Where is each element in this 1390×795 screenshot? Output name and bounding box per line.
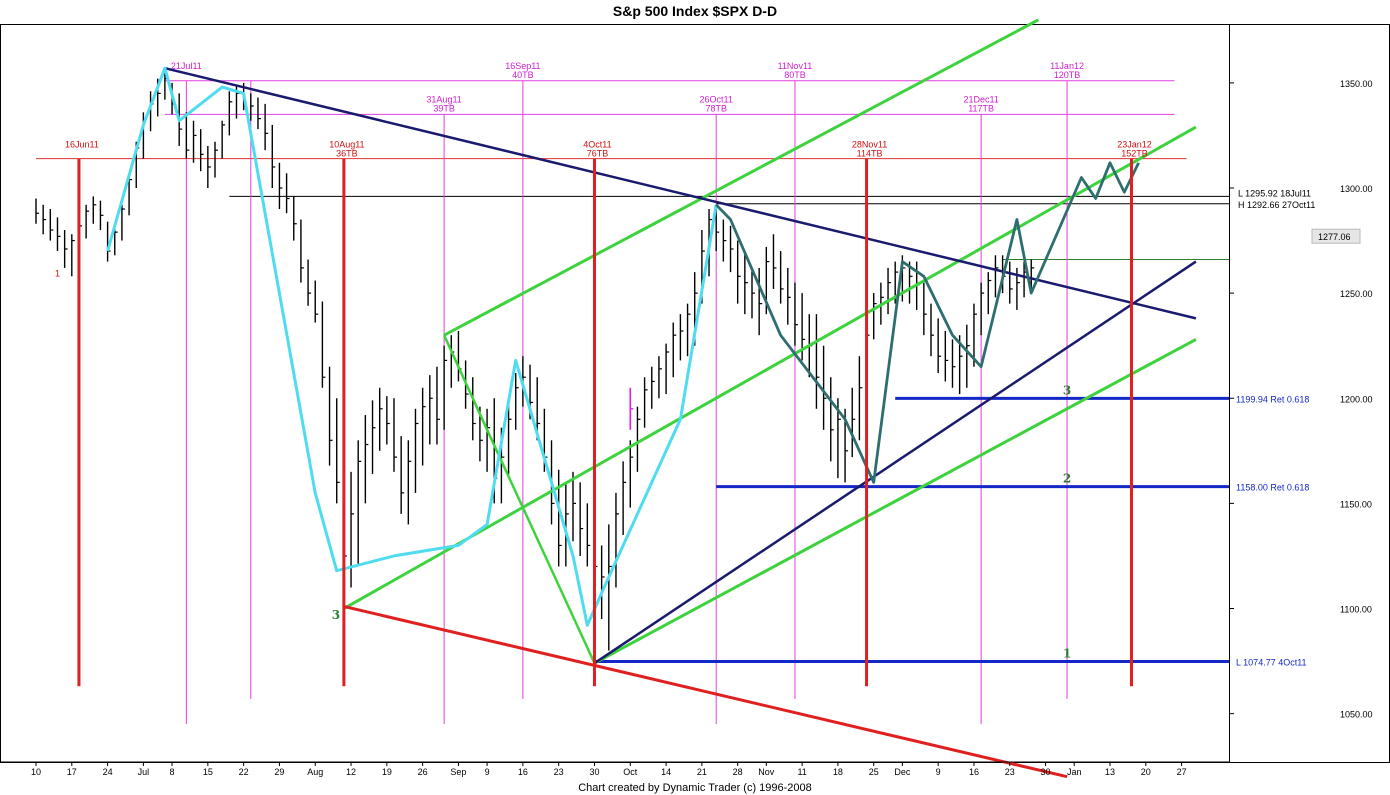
green-channel-line — [343, 125, 1197, 610]
x-tick-label: 23 — [1005, 767, 1015, 777]
pivot-hline-label: L 1295.92 18Jul11 — [1238, 188, 1311, 198]
x-tick-label: Jan — [1067, 767, 1082, 777]
x-tick-label: 30 — [1041, 767, 1051, 777]
magenta-tb-label: 39TB — [433, 103, 455, 113]
x-tick-label: Aug — [307, 767, 323, 777]
x-tick-label: 24 — [103, 767, 113, 777]
chart-footer: Chart created by Dynamic Trader (c) 1996… — [578, 782, 812, 794]
magenta-date-label: 21Dec11 — [963, 94, 998, 104]
x-tick-label: 20 — [1141, 767, 1151, 777]
x-tick-label: 30 — [589, 767, 599, 777]
x-tick-label: 16 — [518, 767, 528, 777]
red-marker-label: 1 — [55, 268, 60, 278]
red-date-label: 10Aug11 — [329, 140, 364, 150]
x-tick-label: Sep — [450, 767, 466, 777]
x-tick-label: 26 — [418, 767, 428, 777]
x-tick-label: 9 — [936, 767, 941, 777]
x-tick-label: 27 — [1177, 767, 1187, 777]
teal-projection-path — [715, 161, 1140, 484]
x-tick-label: 10 — [31, 767, 41, 777]
x-tick-label: Dec — [894, 767, 911, 777]
magenta-tb-label: 40TB — [512, 70, 534, 80]
red-date-label: 23Jan12 — [1117, 140, 1152, 150]
green-zigzag-line — [442, 334, 596, 664]
x-tick-label: 18 — [833, 767, 843, 777]
red-tb-label: 76TB — [587, 149, 609, 159]
magenta-tb-label: 80TB — [784, 70, 806, 80]
y-tick-label: 1200.00 — [1340, 394, 1373, 404]
y-tick-label: 1050.00 — [1340, 710, 1373, 720]
y-tick-label: 1100.00 — [1340, 605, 1372, 615]
magenta-date-label: 11Nov11 — [778, 61, 813, 71]
x-tick-label: Nov — [758, 767, 775, 777]
red-date-label: 28Nov11 — [852, 140, 887, 150]
x-tick-label: 22 — [239, 767, 249, 777]
annotation-labels-layer: L 1295.92 18Jul11 H 1292.66 27Oct11 21Jul1… — [55, 61, 1315, 668]
magenta-date-label: 21Jul11 — [171, 61, 202, 71]
x-tick-label: 28 — [733, 767, 743, 777]
wave-count-label: 3 — [332, 608, 340, 622]
x-tick-label: 23 — [554, 767, 564, 777]
green-channel-line — [593, 338, 1197, 665]
red-tb-label: 36TB — [336, 149, 358, 159]
red-date-label: 4Oct11 — [583, 140, 611, 150]
y-tick-label: 1250.00 — [1340, 289, 1373, 299]
chart-title: S&p 500 Index $SPX D-D — [613, 3, 777, 19]
magenta-tb-label: 117TB — [968, 103, 994, 113]
x-tick-label: Jul — [138, 767, 150, 777]
x-tick-label: 19 — [382, 767, 392, 777]
navy-trend-line — [593, 260, 1197, 665]
x-tick-label: 15 — [203, 767, 213, 777]
red-tb-label: 114TB — [857, 149, 883, 159]
x-tick-label: 12 — [346, 767, 356, 777]
magenta-date-label: 16Sep11 — [505, 61, 540, 71]
x-tick-label: 13 — [1105, 767, 1115, 777]
x-tick-label: 11 — [797, 767, 806, 777]
magenta-tb-label: 120TB — [1054, 70, 1081, 80]
magenta-date-label: 11Jan12 — [1050, 61, 1084, 71]
current-price-box — [1311, 228, 1361, 244]
green-channel-line — [443, 18, 1040, 337]
navy-trend-line — [164, 66, 1197, 320]
trend-lines-layer — [77, 18, 1229, 779]
red-date-label: 16Jun11 — [65, 140, 99, 150]
x-tick-label: Oct — [623, 767, 638, 777]
x-tick-label: 17 — [67, 767, 77, 777]
x-tick-label: 29 — [274, 767, 284, 777]
magenta-tb-label: 78TB — [705, 103, 727, 113]
current-price-label: 1277.06 — [1318, 232, 1351, 242]
retracement-count-label: 1 — [1063, 647, 1071, 661]
red-tb-label: 152TB — [1121, 149, 1148, 159]
pivot-hline-label: H 1292.66 27Oct11 — [1238, 200, 1315, 210]
y-tick-label: 1350.00 — [1340, 79, 1373, 89]
red-trend-line — [343, 604, 1068, 779]
retracement-count-label: 2 — [1063, 472, 1071, 486]
axis-layer: 1050.00 1100.00 1150.00 1200.00 1250.00 1300.… — [0, 79, 1373, 777]
y-tick-label: 1300.00 — [1340, 184, 1373, 194]
x-tick-label: 21 — [697, 767, 707, 777]
retracement-label: 1199.94 Ret 0.618 — [1236, 394, 1309, 404]
magenta-date-label: 31Aug11 — [426, 94, 461, 104]
x-tick-label: 16 — [969, 767, 979, 777]
x-tick-label: 9 — [485, 767, 490, 777]
retracement-label: 1158.00 Ret 0.618 — [1236, 483, 1309, 493]
x-tick-label: 8 — [170, 767, 175, 777]
magenta-date-label: 26Oct11 — [700, 94, 733, 104]
x-tick-label: 25 — [869, 767, 879, 777]
retracement-label: L 1074.77 4Oct11 — [1236, 658, 1307, 668]
retracement-count-label: 3 — [1063, 383, 1071, 397]
y-tick-label: 1150.00 — [1340, 499, 1372, 509]
x-tick-label: 14 — [661, 767, 671, 777]
